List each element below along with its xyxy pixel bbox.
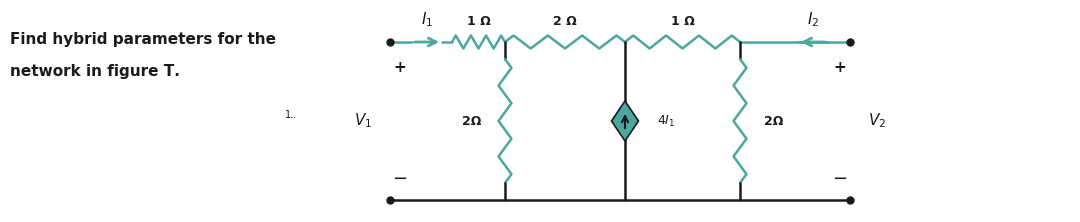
Text: network in figure Τ.: network in figure Τ. xyxy=(10,64,180,79)
Text: 2Ω: 2Ω xyxy=(461,115,481,127)
Text: −: − xyxy=(833,170,848,188)
Text: 1 Ω: 1 Ω xyxy=(671,15,694,28)
Text: 2 Ω: 2 Ω xyxy=(553,15,577,28)
Text: 1 Ω: 1 Ω xyxy=(467,15,490,28)
Polygon shape xyxy=(611,101,638,141)
Text: 2Ω: 2Ω xyxy=(764,115,783,127)
Text: $V_1$: $V_1$ xyxy=(354,112,372,130)
Text: +: + xyxy=(834,60,847,75)
Text: $I_2$: $I_2$ xyxy=(807,10,819,29)
Text: −: − xyxy=(392,170,407,188)
Text: Find hybrid parameters for the: Find hybrid parameters for the xyxy=(10,32,276,47)
Text: $I_1$: $I_1$ xyxy=(421,10,433,29)
Text: $V_2$: $V_2$ xyxy=(868,112,886,130)
Text: 1..: 1.. xyxy=(285,110,297,120)
Text: +: + xyxy=(393,60,406,75)
Text: $4I_1$: $4I_1$ xyxy=(657,113,675,129)
